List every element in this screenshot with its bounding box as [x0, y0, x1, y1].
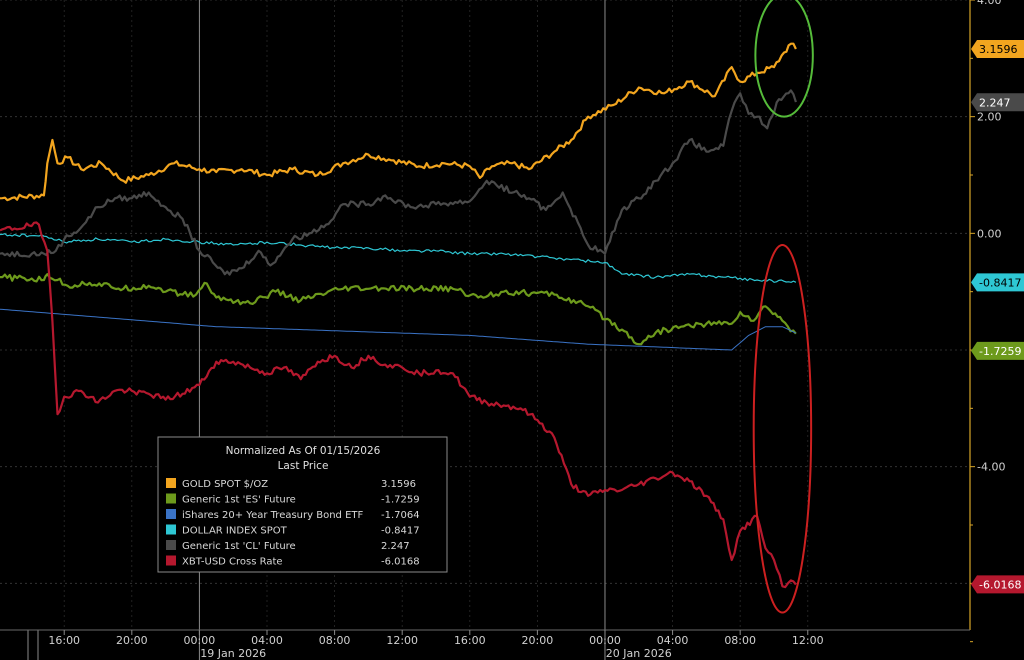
- series-line-gold-spot-oz: [0, 42, 797, 202]
- legend-swatch: [166, 540, 176, 550]
- last-value-flag-gold-spot-oz: 3.1596: [971, 40, 1024, 59]
- legend-item-xbt-usd-cross-rate: XBT-USD Cross Rate -6.0168: [166, 555, 420, 568]
- legend-swatch: [166, 524, 176, 535]
- flag-shape: [971, 93, 1024, 112]
- legend-series-value: 3.1596: [381, 479, 416, 490]
- legend-swatch: [166, 493, 176, 504]
- legend-box: [157, 436, 448, 573]
- y-tick-label: 4.00: [977, 0, 1002, 7]
- annotation-layer: [752, 0, 814, 614]
- last-value-flag-xbt-usd-cross-rate: -6.0168: [971, 575, 1024, 594]
- legend-series-name: DOLLAR INDEX SPOT: [182, 526, 288, 537]
- last-value-flag-dollar-index-spot: -0.8417: [971, 273, 1024, 292]
- legend-swatch: [166, 478, 176, 488]
- legend: Normalized As Of 01/15/2026 Last Price G…: [157, 436, 448, 573]
- x-tick-label: 16:00: [48, 634, 80, 647]
- flag-value: 2.247: [979, 96, 1011, 109]
- last-value-flag-generic-1st-es-future: -1.7259: [971, 341, 1024, 360]
- x-tick-label: 08:00: [724, 634, 756, 647]
- series-line-ishares-20-year-treasury-bond-etf: [0, 308, 797, 351]
- legend-title-line2: Last Price: [278, 460, 329, 472]
- x-tick-label: 20:00: [522, 634, 554, 647]
- flag-shape: [971, 341, 1024, 360]
- legend-series-name: Generic 1st 'CL' Future: [182, 541, 296, 552]
- x-date-label: 20 Jan 2026: [606, 647, 672, 660]
- legend-item-ishares-20-year-treasury-bond-etf: iShares 20+ Year Treasury Bond ETF -1.706…: [166, 509, 420, 521]
- legend-item-generic-1st-es-future: Generic 1st 'ES' Future -1.7259: [166, 493, 420, 506]
- legend-series-name: iShares 20+ Year Treasury Bond ETF: [182, 510, 363, 521]
- legend-item-dollar-index-spot: DOLLAR INDEX SPOT -0.8417: [166, 524, 420, 537]
- legend-series-value: -0.8417: [381, 526, 420, 537]
- y-tick-label: -4.00: [977, 461, 1005, 474]
- flag-value: -6.0168: [979, 578, 1021, 591]
- flag-shape: [971, 575, 1024, 594]
- legend-series-name: Generic 1st 'ES' Future: [182, 495, 296, 506]
- legend-swatch: [166, 509, 176, 519]
- flag-shape: [971, 40, 1024, 59]
- x-date-label: 19 Jan 2026: [200, 647, 266, 660]
- legend-items: GOLD SPOT $/OZ 3.1596 Generic 1st 'ES' Fut…: [166, 478, 420, 568]
- legend-series-value: -1.7259: [381, 495, 420, 506]
- y-tick-label: 2.00: [977, 111, 1002, 124]
- legend-series-value: -1.7064: [381, 510, 420, 521]
- x-tick-label: 16:00: [454, 634, 486, 647]
- last-value-flag-generic-1st-cl-future: 2.247: [971, 93, 1024, 112]
- legend-series-value: 2.247: [381, 541, 410, 552]
- legend-series-name: XBT-USD Cross Rate: [182, 557, 283, 568]
- x-tick-label: 04:00: [657, 634, 689, 647]
- legend-series-value: -6.0168: [381, 557, 420, 568]
- x-tick-label: 08:00: [319, 634, 351, 647]
- flag-value: 3.1596: [979, 43, 1018, 56]
- legend-item-generic-1st-cl-future: Generic 1st 'CL' Future 2.247: [166, 540, 410, 552]
- x-tick-label: 04:00: [251, 634, 283, 647]
- series-line-generic-1st-es-future: [0, 273, 797, 346]
- legend-item-gold-spot-oz: GOLD SPOT $/OZ 3.1596: [166, 478, 416, 490]
- series-line-generic-1st-cl-future: [0, 89, 797, 276]
- x-tick-label: 12:00: [792, 634, 824, 647]
- annotation-ellipse-2: [752, 244, 813, 614]
- annotation-ellipse-1: [754, 0, 814, 118]
- flag-value: -0.8417: [979, 276, 1021, 289]
- x-tick-label: 00:00: [184, 634, 216, 647]
- series-layer: [0, 42, 797, 589]
- x-tick-label: 00:00: [589, 634, 621, 647]
- y-tick-label: 0.00: [977, 227, 1002, 240]
- legend-series-name: GOLD SPOT $/OZ: [182, 479, 268, 490]
- legend-swatch: [166, 555, 176, 566]
- x-tick-label: 12:00: [386, 634, 418, 647]
- flag-value: -1.7259: [979, 345, 1021, 358]
- x-axis: 16:00 20:00 00:00 04:00 08:00 12:00 16:00 20:00…: [48, 630, 824, 660]
- flag-shape: [971, 273, 1024, 292]
- series-line-xbt-usd-cross-rate: [0, 221, 797, 589]
- x-tick-label: 20:00: [116, 634, 148, 647]
- last-value-flags: 3.1596 2.247 -0.8417 -1.7259 -6.0168: [971, 40, 1024, 594]
- legend-title-line1: Normalized As Of 01/15/2026: [226, 445, 381, 457]
- series-line-dollar-index-spot: [0, 233, 797, 283]
